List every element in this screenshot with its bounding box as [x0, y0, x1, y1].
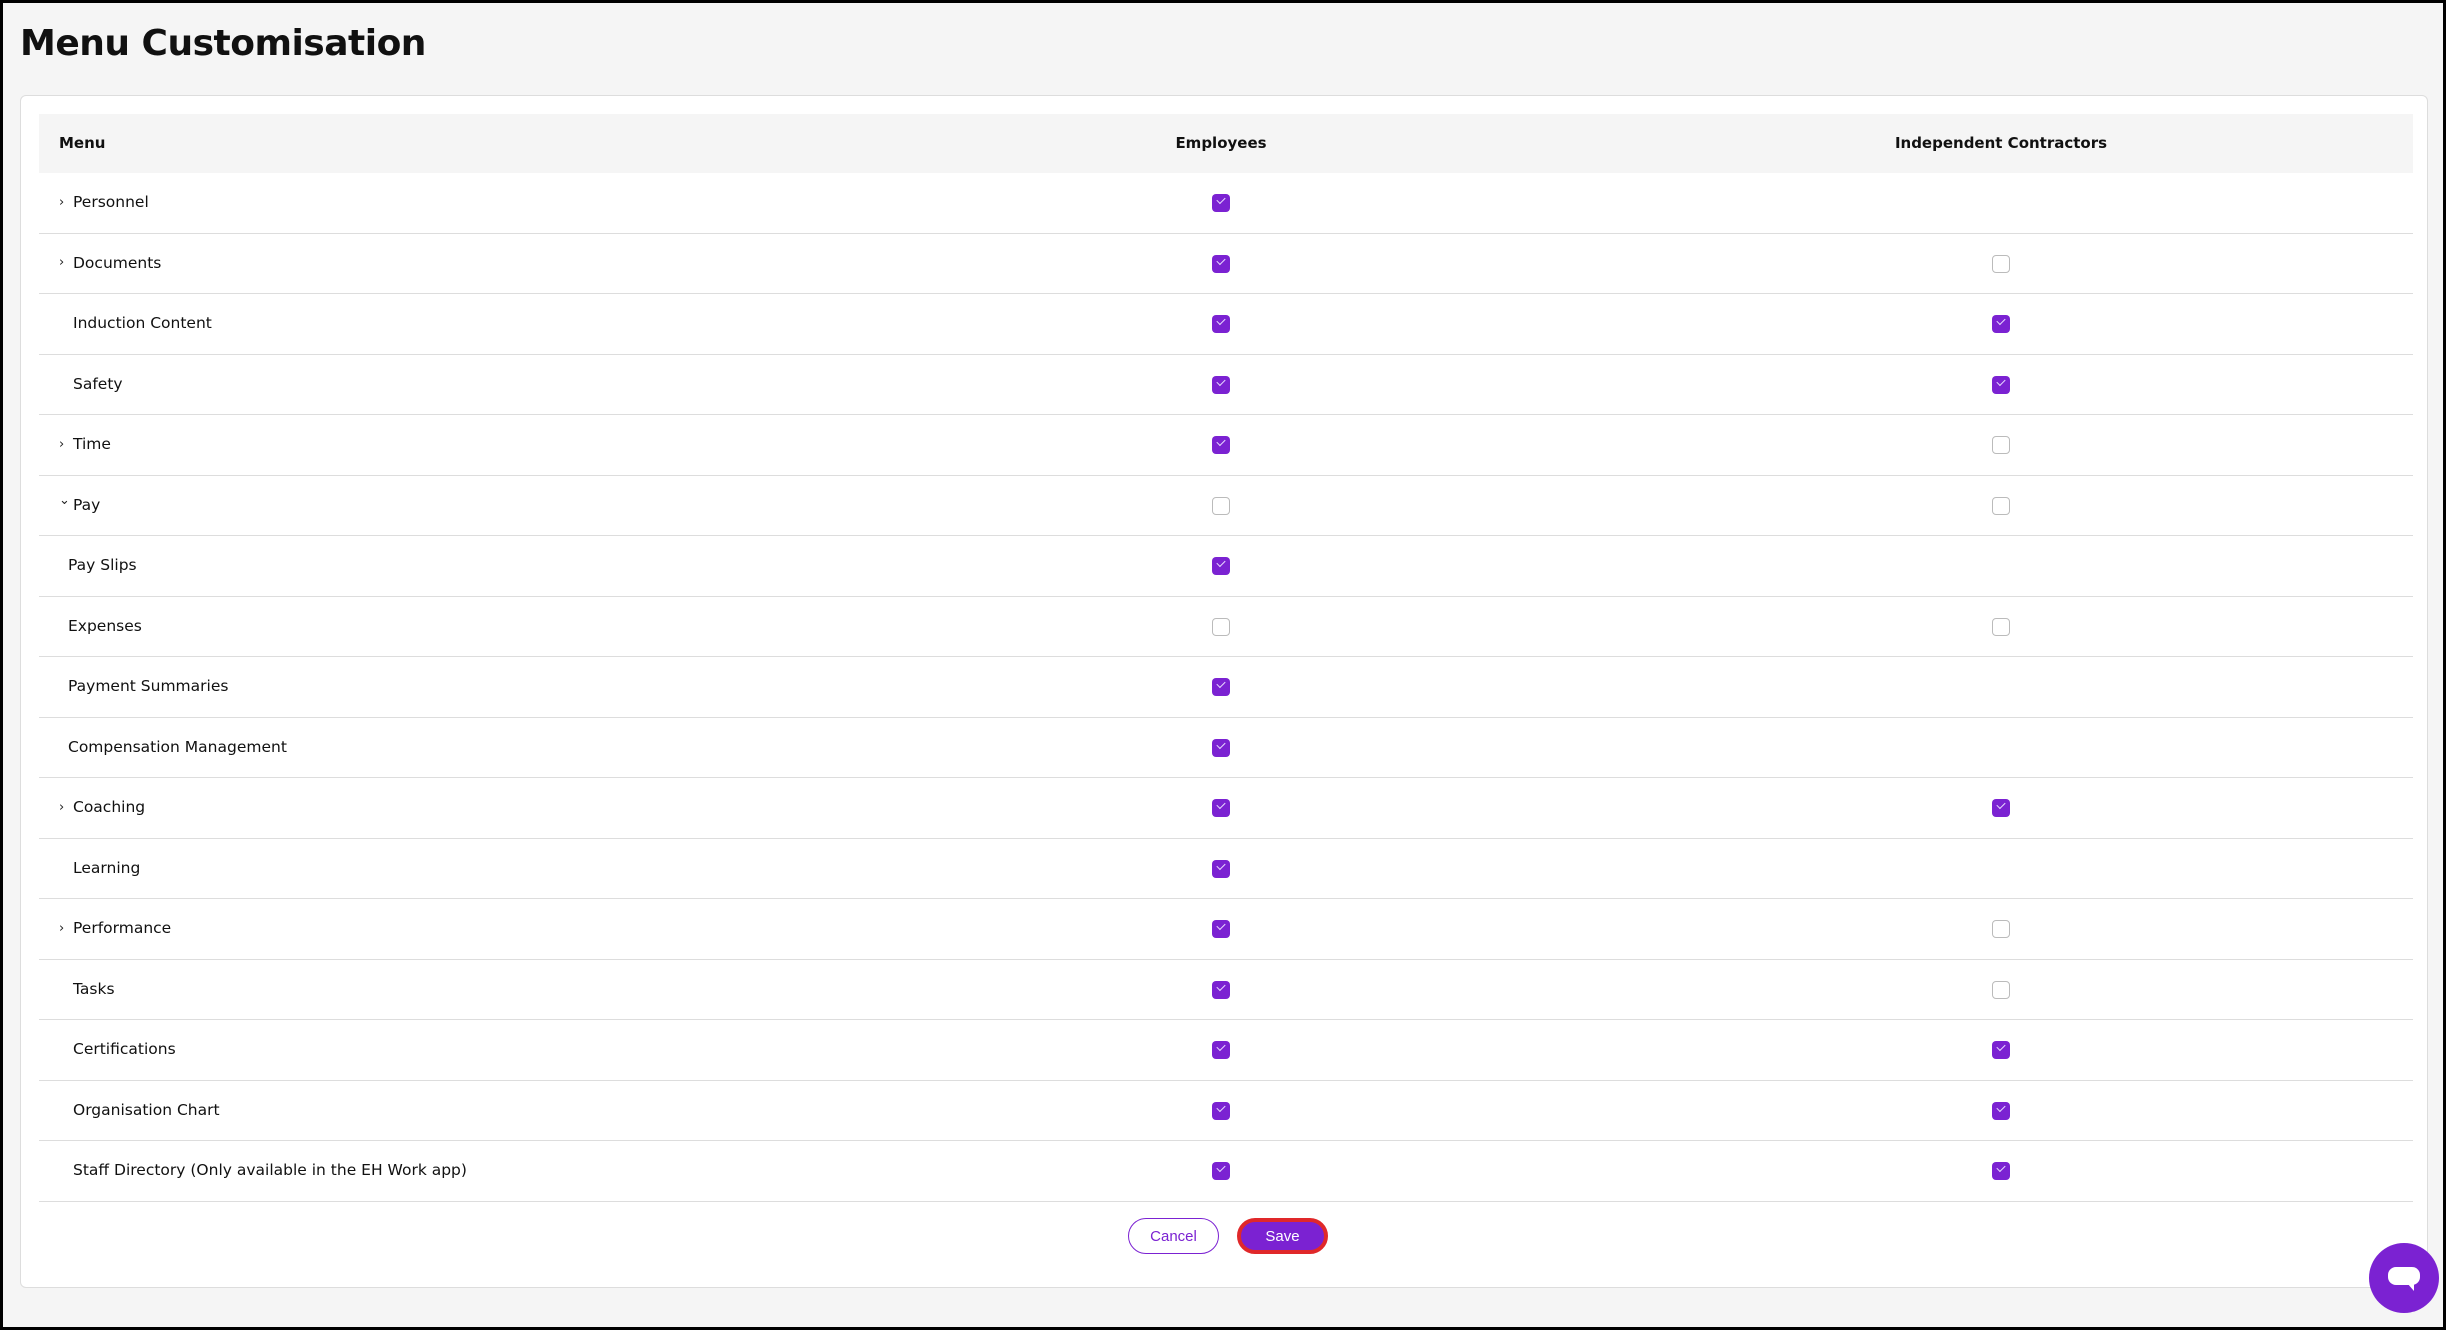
table-row: Staff Directory (Only available in the E…: [39, 1141, 2413, 1202]
contractors-checkbox[interactable]: [1992, 375, 2010, 394]
contractors-checkbox[interactable]: [1992, 920, 2010, 938]
menu-item-label-group: Organisation Chart: [59, 1101, 220, 1119]
menu-table: Menu Employees Independent Contractors ›…: [39, 114, 2413, 1202]
employees-checkbox[interactable]: [1212, 1101, 1230, 1120]
menu-item-label: Documents: [73, 253, 162, 272]
menu-item-label-group: Safety: [59, 375, 123, 393]
menu-item-label: Tasks: [73, 979, 115, 998]
table-header: Menu Employees Independent Contractors: [39, 114, 2413, 173]
contractors-checkbox[interactable]: [1992, 1101, 2010, 1120]
menu-item-label: Certifications: [73, 1040, 176, 1058]
chat-button[interactable]: [2369, 1243, 2439, 1313]
contractors-checkbox[interactable]: [1992, 799, 2010, 817]
employees-checkbox[interactable]: [1212, 557, 1230, 575]
employees-checkbox[interactable]: [1212, 920, 1230, 938]
menu-item-label-group: Pay Slips: [68, 556, 137, 574]
menu-item-label-group: Learning: [59, 859, 140, 877]
table-body: › Personnel › Documents Induction Content Saf…: [39, 173, 2413, 1202]
table-row: Safety: [39, 355, 2413, 415]
table-row: Compensation Management: [39, 718, 2413, 778]
chevron-right-icon[interactable]: ›: [59, 194, 65, 210]
menu-item-label: Coaching: [73, 798, 146, 816]
contractors-checkbox[interactable]: [1992, 1162, 2010, 1180]
menu-item-label-group: › Performance: [59, 919, 171, 937]
chevron-right-icon[interactable]: ›: [59, 436, 65, 452]
menu-item-label: Payment Summaries: [68, 677, 229, 695]
table-row: Organisation Chart: [39, 1081, 2413, 1141]
employees-checkbox[interactable]: [1212, 254, 1230, 273]
menu-item-label: Organisation Chart: [73, 1100, 220, 1119]
header-contractors: Independent Contractors: [1894, 134, 2108, 152]
header-employees: Employees: [1175, 134, 1267, 152]
employees-checkbox[interactable]: [1212, 436, 1230, 454]
table-row: Pay Slips: [39, 536, 2413, 597]
menu-item-label: Safety: [73, 374, 123, 393]
menu-customisation-card: Menu Employees Independent Contractors ›…: [20, 95, 2428, 1288]
cancel-button[interactable]: Cancel: [1128, 1218, 1219, 1254]
table-row: › Time: [39, 415, 2413, 476]
table-row: Expenses: [39, 597, 2413, 657]
table-row: › Performance: [39, 899, 2413, 960]
chat-bubble-tail: [2407, 1283, 2414, 1291]
chevron-right-icon[interactable]: ›: [59, 920, 65, 936]
table-row: ⌄ Pay: [39, 476, 2413, 536]
table-row: Payment Summaries: [39, 657, 2413, 718]
contractors-checkbox[interactable]: [1992, 254, 2010, 273]
table-row: › Coaching: [39, 778, 2413, 839]
menu-item-label: Induction Content: [73, 314, 212, 332]
menu-item-label: Staff Directory (Only available in the E…: [73, 1161, 467, 1179]
menu-item-label-group: Tasks: [59, 980, 115, 998]
contractors-checkbox[interactable]: [1992, 980, 2010, 999]
employees-checkbox[interactable]: [1212, 617, 1230, 636]
employees-checkbox[interactable]: [1212, 1041, 1230, 1059]
header-menu: Menu: [59, 134, 106, 152]
save-button[interactable]: Save: [1237, 1218, 1328, 1254]
employees-checkbox[interactable]: [1212, 678, 1230, 696]
menu-item-label-group: Staff Directory (Only available in the E…: [59, 1161, 467, 1179]
table-row: › Personnel: [39, 173, 2413, 234]
menu-item-label: Learning: [73, 858, 141, 877]
chevron-right-icon[interactable]: ›: [59, 799, 65, 815]
table-row: Induction Content: [39, 294, 2413, 355]
contractors-checkbox[interactable]: [1992, 496, 2010, 515]
employees-checkbox[interactable]: [1212, 859, 1230, 878]
chevron-right-icon[interactable]: ›: [59, 255, 65, 270]
menu-item-label: Expenses: [68, 616, 142, 635]
menu-item-label-group: › Time: [59, 435, 111, 453]
menu-item-label: Compensation Management: [68, 737, 287, 756]
table-row: Certifications: [39, 1020, 2413, 1081]
contractors-checkbox[interactable]: [1992, 1041, 2010, 1059]
menu-item-label: Time: [73, 435, 111, 453]
table-row: Tasks: [39, 960, 2413, 1020]
menu-item-label-group: Expenses: [68, 617, 142, 635]
menu-item-label: Personnel: [73, 193, 149, 211]
menu-item-label-group: Induction Content: [59, 314, 212, 332]
menu-item-label-group: › Coaching: [59, 798, 145, 816]
menu-item-label-group: ⌄ Pay: [59, 493, 101, 514]
chevron-down-icon[interactable]: ⌄: [59, 493, 70, 508]
employees-checkbox[interactable]: [1212, 799, 1230, 817]
menu-item-label: Pay: [73, 495, 101, 514]
menu-item-label-group: › Documents: [59, 254, 161, 272]
contractors-checkbox[interactable]: [1992, 436, 2010, 454]
table-row: Learning: [39, 839, 2413, 899]
menu-item-label-group: › Personnel: [59, 193, 149, 211]
menu-item-label: Performance: [73, 919, 172, 937]
employees-checkbox[interactable]: [1212, 315, 1230, 333]
page-title: Menu Customisation: [20, 23, 426, 64]
contractors-checkbox[interactable]: [1992, 315, 2010, 333]
employees-checkbox[interactable]: [1212, 496, 1230, 515]
employees-checkbox[interactable]: [1212, 194, 1230, 212]
menu-item-label: Pay Slips: [68, 556, 137, 574]
menu-item-label-group: Compensation Management: [68, 738, 287, 756]
employees-checkbox[interactable]: [1212, 375, 1230, 394]
menu-item-label-group: Certifications: [59, 1040, 176, 1058]
employees-checkbox[interactable]: [1212, 980, 1230, 999]
menu-item-label-group: Payment Summaries: [68, 677, 228, 695]
employees-checkbox[interactable]: [1212, 738, 1230, 757]
table-row: › Documents: [39, 234, 2413, 294]
chat-bubble-icon: [2388, 1267, 2420, 1285]
contractors-checkbox[interactable]: [1992, 617, 2010, 636]
employees-checkbox[interactable]: [1212, 1162, 1230, 1180]
